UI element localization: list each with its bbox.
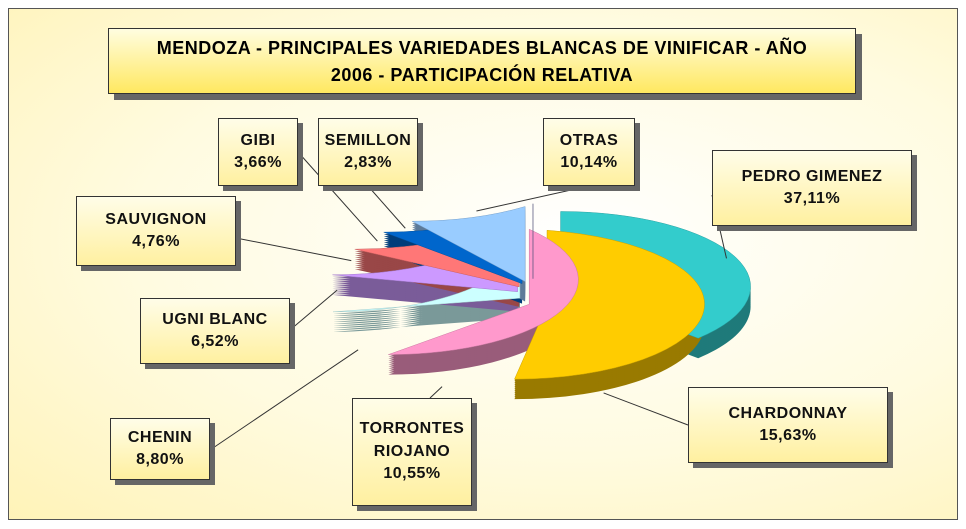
leader-line [297, 151, 378, 242]
data-label: SEMILLON 2,83% [318, 118, 418, 186]
label-category: SAUVIGNON [105, 210, 207, 228]
data-label: PEDRO GIMENEZ 37,11% [712, 150, 912, 226]
chart-title: MENDOZA - PRINCIPALES VARIEDADES BLANCAS… [108, 28, 856, 94]
data-label: CHENIN 8,80% [110, 418, 210, 480]
leader-line [209, 349, 359, 451]
data-label: GIBI 3,66% [218, 118, 298, 186]
label-category: OTRAS [559, 131, 619, 149]
data-label: SAUVIGNON 4,76% [76, 196, 236, 266]
label-category: SEMILLON [324, 131, 412, 149]
slice [411, 206, 526, 282]
label-value: 15,63% [759, 427, 817, 444]
label-value: 2,83% [344, 154, 392, 171]
label-value: 4,76% [132, 233, 180, 250]
label-category: CHENIN [127, 428, 193, 446]
data-label: TORRONTES RIOJANO 10,55% [352, 398, 472, 506]
label-value: 10,14% [560, 154, 618, 171]
slice [388, 228, 579, 355]
label-value: 10,55% [383, 465, 441, 483]
label-category: GIBI [240, 131, 276, 149]
label-value: 8,80% [136, 451, 184, 468]
data-label: OTRAS 10,14% [543, 118, 635, 186]
leader-line [367, 185, 406, 229]
label-category: CHARDONNAY [728, 404, 848, 422]
label-category: UGNI BLANC [162, 310, 268, 328]
leader-line [235, 237, 352, 262]
label-value: 3,66% [234, 154, 282, 171]
data-label: UGNI BLANC 6,52% [140, 298, 290, 364]
label-value: 6,52% [191, 333, 239, 350]
leader-line [476, 185, 590, 212]
label-category: TORRONTES RIOJANO [359, 420, 465, 460]
leader-line [289, 289, 338, 331]
leader-line [429, 386, 443, 399]
leader-line [603, 392, 689, 426]
label-value: 37,11% [783, 190, 841, 207]
data-label: CHARDONNAY 15,63% [688, 387, 888, 463]
label-category: PEDRO GIMENEZ [741, 167, 883, 185]
